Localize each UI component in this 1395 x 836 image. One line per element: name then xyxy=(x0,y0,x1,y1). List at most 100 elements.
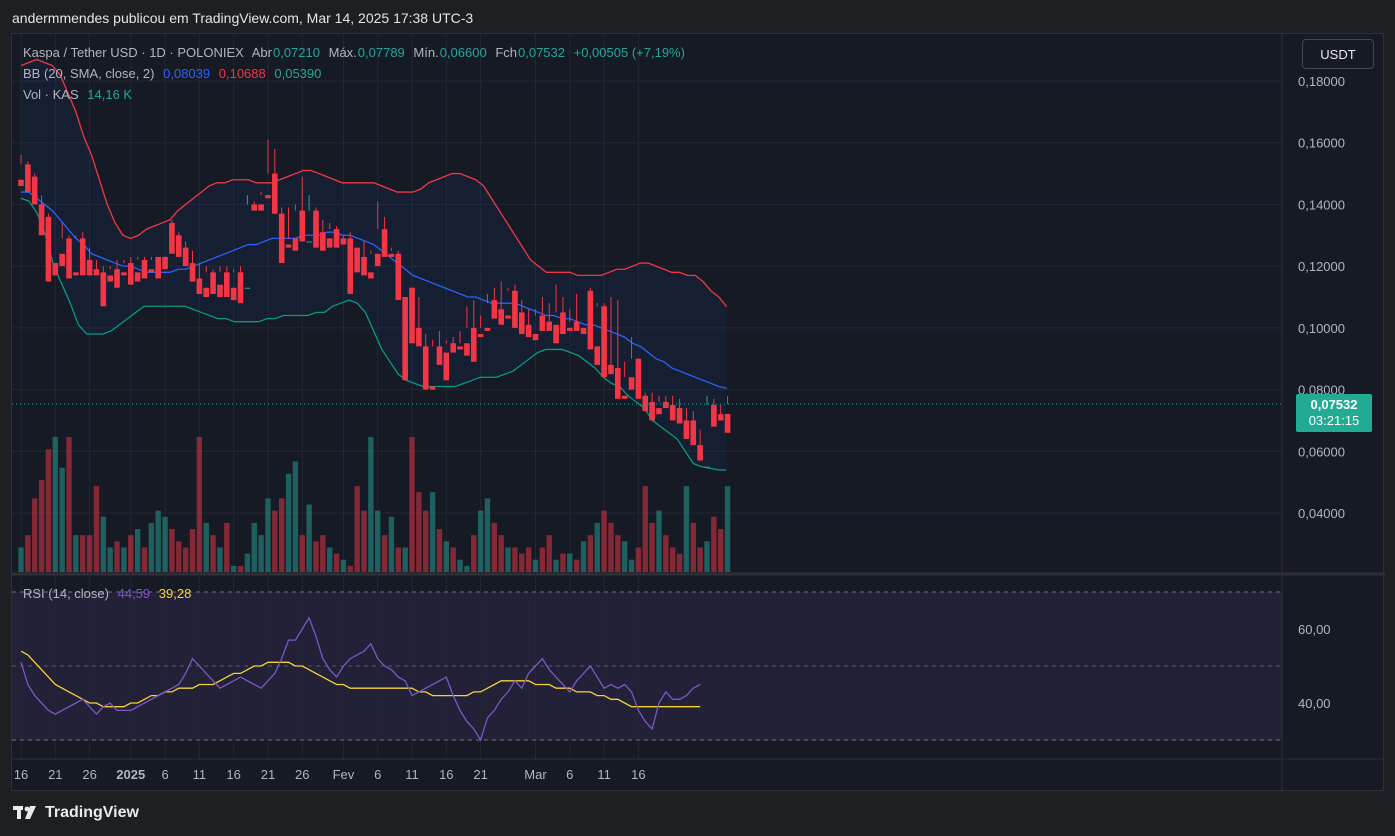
candle-body[interactable] xyxy=(711,405,717,427)
candle-body[interactable] xyxy=(717,414,724,421)
candle-body[interactable] xyxy=(107,275,113,282)
candle-body[interactable] xyxy=(663,401,669,409)
candle-body[interactable] xyxy=(676,408,683,424)
candle-body[interactable] xyxy=(244,287,251,289)
candle-body[interactable] xyxy=(141,259,148,279)
candle-body[interactable] xyxy=(86,259,93,276)
candle-body[interactable] xyxy=(601,306,607,378)
candle-body[interactable] xyxy=(73,272,79,276)
candle-body[interactable] xyxy=(450,343,456,353)
rsi-label[interactable]: RSI (14, close) xyxy=(23,586,109,601)
candle-body[interactable] xyxy=(580,327,587,335)
candle-body[interactable] xyxy=(416,327,422,347)
symbol-name[interactable]: Kaspa / Tether USD · 1D · POLONIEX xyxy=(23,45,244,60)
bb-label[interactable]: BB (20, SMA, close, 2) xyxy=(23,66,155,81)
candle-body[interactable] xyxy=(642,395,649,412)
candle-body[interactable] xyxy=(518,312,525,335)
volume-label[interactable]: Vol · KAS xyxy=(23,87,79,102)
candle-body[interactable] xyxy=(313,210,319,248)
candle-body[interactable] xyxy=(175,235,182,257)
candle-body[interactable] xyxy=(402,297,408,381)
candle-body[interactable] xyxy=(457,346,463,350)
candle-body[interactable] xyxy=(18,179,24,186)
candle-body[interactable] xyxy=(134,272,141,282)
candle-body[interactable] xyxy=(525,324,532,338)
candle-body[interactable] xyxy=(567,327,573,331)
candle-body[interactable] xyxy=(628,377,635,390)
candle-body[interactable] xyxy=(230,287,237,301)
candle-body[interactable] xyxy=(512,290,518,328)
candle-body[interactable] xyxy=(690,420,697,446)
candle-body[interactable] xyxy=(25,164,31,193)
chart-svg[interactable]: 0,18000 0,16000 0,14000 0,12000 0,10000 0,080… xyxy=(12,34,1385,792)
candle-body[interactable] xyxy=(436,346,443,365)
candle-body[interactable] xyxy=(683,420,690,439)
candle-body[interactable] xyxy=(148,269,155,273)
candle-body[interactable] xyxy=(224,272,230,297)
candle-body[interactable] xyxy=(182,247,189,267)
candle-body[interactable] xyxy=(649,401,655,421)
candle-body[interactable] xyxy=(443,352,450,381)
candle-body[interactable] xyxy=(299,210,306,242)
candle-body[interactable] xyxy=(464,343,470,356)
candle-body[interactable] xyxy=(573,321,580,331)
candle-body[interactable] xyxy=(333,229,340,248)
candle-body[interactable] xyxy=(697,445,703,461)
candle-body[interactable] xyxy=(66,238,72,279)
candle-body[interactable] xyxy=(306,241,312,243)
candle-body[interactable] xyxy=(553,324,559,344)
candle-body[interactable] xyxy=(532,334,539,341)
candle-body[interactable] xyxy=(704,466,710,468)
candle-body[interactable] xyxy=(237,272,244,304)
candle-body[interactable] xyxy=(93,269,100,276)
candle-body[interactable] xyxy=(347,238,354,294)
candle-body[interactable] xyxy=(608,364,614,375)
candle-body[interactable] xyxy=(203,287,210,297)
candle-body[interactable] xyxy=(285,244,292,248)
candle-body[interactable] xyxy=(361,256,367,276)
chart-frame[interactable]: 0,18000 0,16000 0,14000 0,12000 0,10000 0,080… xyxy=(11,33,1385,792)
candle-body[interactable] xyxy=(354,247,360,273)
candle-body[interactable] xyxy=(539,315,546,331)
candle-body[interactable] xyxy=(388,253,395,257)
candle-body[interactable] xyxy=(114,269,120,288)
candle-body[interactable] xyxy=(292,238,299,251)
candle-body[interactable] xyxy=(477,334,484,338)
candle-body[interactable] xyxy=(79,238,86,276)
candle-body[interactable] xyxy=(258,204,264,211)
candle-body[interactable] xyxy=(278,213,285,264)
candle-body[interactable] xyxy=(326,238,333,248)
candle-body[interactable] xyxy=(505,315,511,319)
candle-body[interactable] xyxy=(470,327,477,362)
candle-body[interactable] xyxy=(409,287,415,344)
candle-body[interactable] xyxy=(251,204,258,211)
candle-body[interactable] xyxy=(429,386,436,390)
candle-body[interactable] xyxy=(374,253,381,267)
candle-body[interactable] xyxy=(368,272,374,279)
candle-body[interactable] xyxy=(656,408,662,415)
candle-body[interactable] xyxy=(395,253,402,301)
candle-body[interactable] xyxy=(100,272,107,307)
candle-body[interactable] xyxy=(340,238,347,245)
candle-body[interactable] xyxy=(615,367,621,399)
candle-body[interactable] xyxy=(59,253,65,267)
candle-body[interactable] xyxy=(189,263,196,282)
candle-body[interactable] xyxy=(196,278,203,294)
candle-body[interactable] xyxy=(121,272,127,276)
candle-body[interactable] xyxy=(621,395,628,399)
candle-body[interactable] xyxy=(52,263,59,276)
candle-body[interactable] xyxy=(217,284,223,297)
candle-body[interactable] xyxy=(320,232,326,251)
candle-body[interactable] xyxy=(272,173,278,214)
currency-button[interactable]: USDT xyxy=(1302,39,1374,69)
candle-body[interactable] xyxy=(422,346,429,390)
candle-body[interactable] xyxy=(45,216,52,282)
candle-body[interactable] xyxy=(669,405,676,421)
candle-body[interactable] xyxy=(546,321,553,331)
candle-body[interactable] xyxy=(38,204,45,236)
candle-body[interactable] xyxy=(265,195,271,199)
candle-body[interactable] xyxy=(31,176,38,205)
candle-body[interactable] xyxy=(560,312,566,335)
candle-body[interactable] xyxy=(724,413,731,433)
candle-body[interactable] xyxy=(587,290,594,350)
